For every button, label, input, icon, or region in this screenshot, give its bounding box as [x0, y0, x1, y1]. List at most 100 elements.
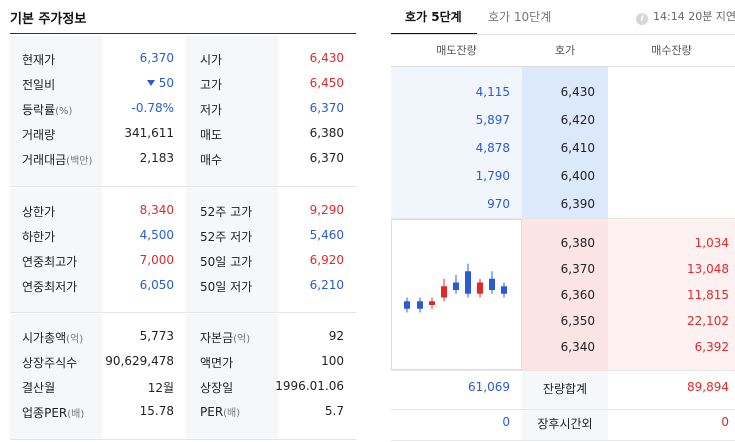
group-divider: [10, 439, 356, 440]
info-row: 연중최저가 6,050 50일 저가 6,210: [10, 273, 356, 298]
info-group: 현재가 6,370 시가 6,430 전일비 50 고가 6,450 등락률(%) -0.78% 저…: [10, 36, 356, 187]
field-label: 연중최저가: [22, 280, 78, 294]
tab-5-levels[interactable]: 호가 5단계: [405, 10, 462, 24]
field-label: 매도: [200, 128, 223, 142]
field-value: 6,370: [139, 51, 174, 65]
info-group: 상한가 8,340 52주 고가 9,290 하한가 4,500 52주 저가 5,460 연중…: [10, 188, 356, 313]
field-label: 등락률(%): [22, 103, 73, 117]
info-row: 시가총액(억) 5,773 자본금(억) 92: [10, 324, 356, 349]
orderbook-panel: 호가 5단계 호가 10단계 i 14:14 20분 지연 매도잔량 호가 매수잔…: [391, 0, 735, 442]
bid-qty: 22,102: [687, 314, 729, 328]
field-value: 6,920: [309, 253, 344, 267]
field-label: 업종PER(배): [22, 406, 85, 420]
after-hours-buy-qty: 0: [721, 415, 729, 429]
bid-qty: 13,048: [687, 262, 729, 276]
ask-price[interactable]: 6,410: [560, 141, 595, 155]
info-row: 현재가 6,370 시가 6,430: [10, 46, 356, 71]
label-column-bg: [10, 36, 102, 187]
header-price: 호가: [554, 44, 576, 57]
mini-candle-chart: [391, 219, 522, 370]
field-value: 2,183: [139, 151, 174, 165]
bid-price[interactable]: 6,380: [560, 236, 595, 250]
info-row: 상한가 8,340 52주 고가 9,290: [10, 198, 356, 223]
ask-price[interactable]: 6,390: [560, 197, 595, 211]
bid-price[interactable]: 6,370: [560, 262, 595, 276]
sell-qty-area: [391, 67, 522, 218]
label-column-bg: [186, 314, 278, 440]
bid-qty: 11,815: [687, 288, 729, 302]
ask-qty: 4,115: [475, 85, 510, 99]
field-value: 90,629,478: [105, 354, 174, 368]
info-icon[interactable]: i: [636, 13, 648, 25]
bid-price[interactable]: 6,340: [560, 340, 595, 354]
bid-qty: 6,392: [694, 340, 729, 354]
field-value: 8,340: [139, 203, 174, 217]
field-label: PER(배): [200, 405, 241, 419]
total-buy-qty: 89,894: [687, 380, 729, 394]
bid-qty: 1,034: [694, 236, 729, 250]
field-value: 1996.01.06: [275, 379, 344, 393]
field-value: 15.78: [139, 404, 174, 418]
field-value: 6,050: [139, 278, 174, 292]
info-row: 하한가 4,500 52주 저가 5,460: [10, 223, 356, 248]
field-label: 50일 저가: [200, 280, 253, 294]
candle-body: [489, 278, 495, 290]
field-label: 상장일: [200, 381, 234, 395]
field-label: 고가: [200, 78, 223, 92]
info-row: 상장주식수 90,629,478 액면가 100: [10, 349, 356, 374]
field-label: 저가: [200, 103, 223, 117]
candle-body: [441, 286, 447, 298]
down-triangle-icon: [146, 80, 155, 86]
header-sell-qty: 매도잔량: [436, 44, 477, 57]
info-row: 연중최고가 7,000 50일 고가 6,920: [10, 248, 356, 273]
info-group: 시가총액(억) 5,773 자본금(억) 92 상장주식수 90,629,478 액면가 10…: [10, 314, 356, 440]
bid-price[interactable]: 6,360: [560, 288, 595, 302]
total-sell-qty: 61,069: [468, 380, 510, 394]
candle-body: [465, 271, 471, 294]
after-hours-sell-qty: 0: [502, 415, 510, 429]
bid-price[interactable]: 6,350: [560, 314, 595, 328]
info-row: 등락률(%) -0.78% 저가 6,370: [10, 96, 356, 121]
ask-qty: 1,790: [475, 169, 510, 183]
info-row: 거래량 341,611 매도 6,380: [10, 121, 356, 146]
ask-price[interactable]: 6,430: [560, 85, 595, 99]
field-label: 전일비: [22, 78, 56, 92]
basic-stock-info-panel: 기본 주가정보 현재가 6,370 시가 6,430 전일비 50 고가 6,450 등락률(%…: [0, 0, 356, 442]
candle-body: [477, 282, 483, 294]
field-value: -0.78%: [131, 101, 174, 115]
field-value: 6,380: [309, 126, 344, 140]
ask-qty: 4,878: [475, 141, 510, 155]
after-hours-divider: [391, 409, 735, 410]
ask-price[interactable]: 6,420: [560, 113, 595, 127]
field-label: 하한가: [22, 230, 56, 244]
field-value: 6,370: [309, 151, 344, 165]
field-value: 5.7: [324, 404, 344, 418]
field-value: 100: [321, 354, 344, 368]
field-label: 50일 고가: [200, 255, 253, 269]
delay-notice: i 14:14 20분 지연: [636, 8, 735, 25]
field-label: 52주 고가: [200, 205, 253, 219]
label-column-bg: [10, 188, 102, 313]
delay-text: 14:14 20분 지연: [653, 10, 735, 23]
mini-chart-svg: [404, 263, 507, 313]
field-label: 52주 저가: [200, 230, 253, 244]
field-label: 현재가: [22, 53, 56, 67]
field-value: 50: [146, 76, 174, 90]
after-hours-label: 장후시간외: [537, 417, 593, 431]
field-value: 6,430: [309, 51, 344, 65]
ask-qty: 970: [487, 197, 510, 211]
bottom-divider: [391, 440, 735, 441]
field-label: 거래량: [22, 128, 56, 142]
tab-divider: [391, 34, 735, 35]
ask-price[interactable]: 6,400: [560, 169, 595, 183]
field-value: 7,000: [139, 253, 174, 267]
group-divider: [10, 186, 356, 187]
field-label: 자본금(억): [200, 331, 251, 345]
field-value: 4,500: [139, 228, 174, 242]
tab-10-levels[interactable]: 호가 10단계: [488, 10, 552, 24]
info-row: 업종PER(배) 15.78 PER(배) 5.7: [10, 399, 356, 424]
label-column-bg: [186, 188, 278, 313]
ask-qty: 5,897: [475, 113, 510, 127]
field-label: 상장주식수: [22, 356, 78, 370]
label-column-bg: [186, 36, 278, 187]
